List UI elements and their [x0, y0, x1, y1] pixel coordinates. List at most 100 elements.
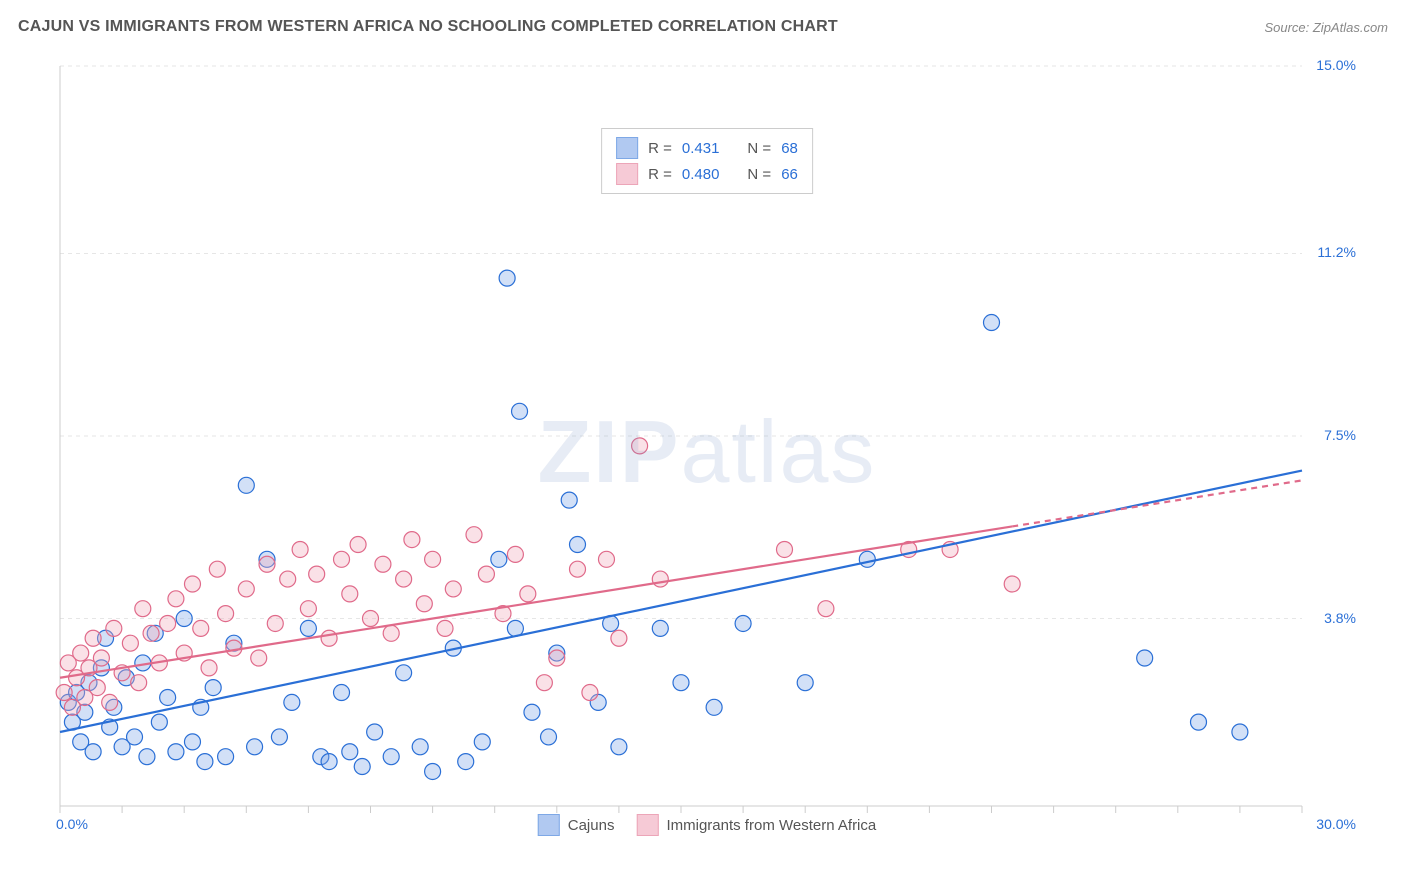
data-point: [106, 620, 122, 636]
series-legend: Cajuns Immigrants from Western Africa: [538, 814, 876, 836]
data-point: [342, 744, 358, 760]
data-point: [735, 615, 751, 631]
data-point: [1191, 714, 1207, 730]
data-point: [160, 615, 176, 631]
data-point: [611, 739, 627, 755]
data-point: [777, 541, 793, 557]
data-point: [859, 551, 875, 567]
data-point: [598, 551, 614, 567]
data-point: [520, 586, 536, 602]
data-point: [143, 625, 159, 641]
data-point: [127, 729, 143, 745]
data-point: [354, 759, 370, 775]
n-label: N =: [747, 140, 771, 157]
n-value: 68: [781, 140, 798, 157]
r-label: R =: [648, 140, 672, 157]
data-point: [251, 650, 267, 666]
legend-item: Immigrants from Western Africa: [636, 814, 876, 836]
data-point: [383, 625, 399, 641]
data-point: [321, 754, 337, 770]
data-point: [85, 630, 101, 646]
data-point: [334, 685, 350, 701]
legend-swatch: [616, 163, 638, 185]
data-point: [491, 551, 507, 567]
chart-header: CAJUN VS IMMIGRANTS FROM WESTERN AFRICA …: [18, 18, 1388, 36]
legend-label: Immigrants from Western Africa: [666, 817, 876, 834]
data-point: [549, 650, 565, 666]
data-point: [652, 571, 668, 587]
data-point: [396, 571, 412, 587]
n-label: N =: [747, 166, 771, 183]
data-point: [367, 724, 383, 740]
data-point: [445, 581, 461, 597]
data-point: [541, 729, 557, 745]
y-tick-label: 11.2%: [1317, 244, 1356, 260]
data-point: [478, 566, 494, 582]
data-point: [1004, 576, 1020, 592]
data-point: [300, 620, 316, 636]
data-point: [139, 749, 155, 765]
data-point: [1232, 724, 1248, 740]
x-tick-label: 0.0%: [56, 816, 88, 832]
y-tick-label: 7.5%: [1324, 427, 1356, 443]
data-point: [209, 561, 225, 577]
y-tick-label: 15.0%: [1316, 57, 1356, 73]
r-value: 0.431: [682, 140, 720, 157]
data-point: [201, 660, 217, 676]
data-point: [570, 537, 586, 553]
data-point: [416, 596, 432, 612]
data-point: [184, 734, 200, 750]
data-point: [89, 680, 105, 696]
chart-title: CAJUN VS IMMIGRANTS FROM WESTERN AFRICA …: [18, 18, 838, 36]
chart-source: Source: ZipAtlas.com: [1264, 20, 1388, 35]
legend-swatch: [616, 137, 638, 159]
data-point: [375, 556, 391, 572]
data-point: [342, 586, 358, 602]
data-point: [259, 556, 275, 572]
plot-area: ZIPatlas R =0.431N =68R =0.480N =66 Caju…: [52, 62, 1362, 842]
data-point: [85, 744, 101, 760]
data-point: [271, 729, 287, 745]
data-point: [797, 675, 813, 691]
data-point: [507, 546, 523, 562]
data-point: [205, 680, 221, 696]
data-point: [300, 601, 316, 617]
data-point: [632, 438, 648, 454]
data-point: [247, 739, 263, 755]
data-point: [184, 576, 200, 592]
data-point: [466, 527, 482, 543]
data-point: [176, 611, 192, 627]
data-point: [218, 749, 234, 765]
data-point: [309, 566, 325, 582]
data-point: [706, 699, 722, 715]
data-point: [122, 635, 138, 651]
data-point: [267, 615, 283, 631]
data-point: [197, 754, 213, 770]
data-point: [284, 694, 300, 710]
data-point: [561, 492, 577, 508]
data-point: [499, 270, 515, 286]
data-point: [1137, 650, 1153, 666]
data-point: [280, 571, 296, 587]
data-point: [570, 561, 586, 577]
data-point: [168, 744, 184, 760]
data-point: [512, 403, 528, 419]
data-point: [524, 704, 540, 720]
legend-item: Cajuns: [538, 814, 615, 836]
legend-row: R =0.480N =66: [616, 161, 798, 187]
data-point: [818, 601, 834, 617]
data-point: [218, 606, 234, 622]
data-point: [151, 714, 167, 730]
data-point: [193, 620, 209, 636]
data-point: [383, 749, 399, 765]
correlation-legend: R = 0.431 N = 68 R =0.480N =66: [601, 128, 813, 194]
data-point: [425, 763, 441, 779]
data-point: [238, 477, 254, 493]
y-tick-label: 3.8%: [1324, 610, 1356, 626]
data-point: [160, 689, 176, 705]
data-point: [292, 541, 308, 557]
data-point: [536, 675, 552, 691]
data-point: [168, 591, 184, 607]
legend-label: Cajuns: [568, 817, 615, 834]
data-point: [135, 601, 151, 617]
